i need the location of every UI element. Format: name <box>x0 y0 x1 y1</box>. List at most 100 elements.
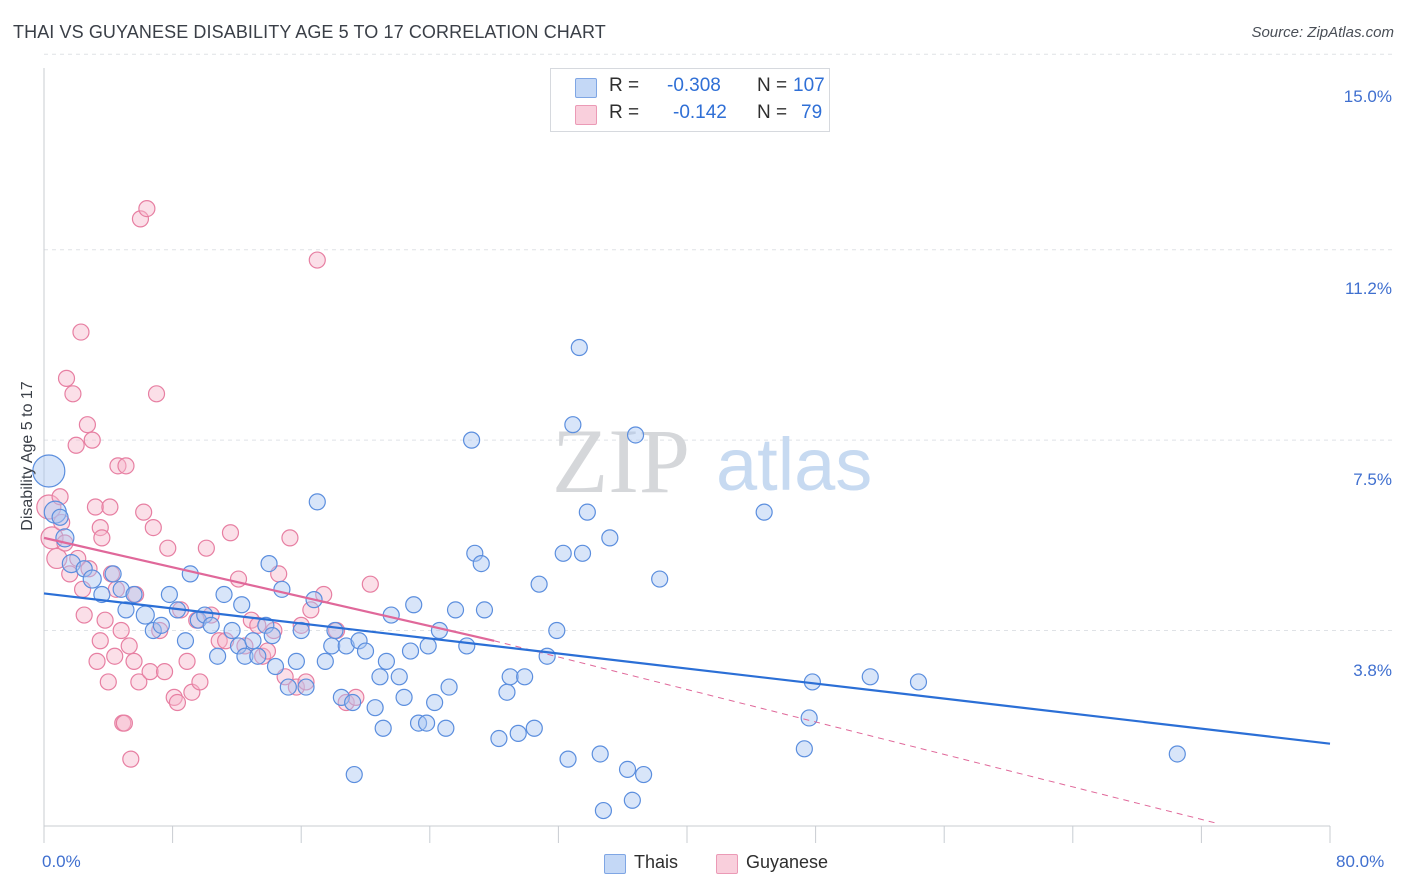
thai-point <box>337 637 355 655</box>
thai-point <box>594 801 613 820</box>
thai-point <box>371 668 389 686</box>
guyanese-point <box>67 436 85 454</box>
thai-point <box>236 647 254 665</box>
thai-point <box>112 580 130 598</box>
guyanese-point <box>106 647 124 665</box>
thai-point <box>623 791 641 809</box>
thai-point <box>279 678 297 696</box>
legend-r-value-thais: -0.308 <box>667 75 721 96</box>
thai-point <box>377 652 395 670</box>
thai-point <box>458 637 476 655</box>
thai-point <box>501 668 519 686</box>
legend-n-label: N = <box>757 102 788 123</box>
thai-point <box>326 621 344 640</box>
thai-point <box>405 596 423 614</box>
guyanese-point <box>83 431 101 449</box>
guyanese-point <box>361 575 379 593</box>
thai-point <box>260 555 278 573</box>
thai-point <box>266 657 285 676</box>
guyanese-point <box>302 601 320 619</box>
guyanese-point <box>165 688 183 706</box>
guyanese-point <box>159 539 177 557</box>
thai-point <box>591 745 609 763</box>
thai-point <box>152 616 170 634</box>
guyanese-point <box>96 611 114 629</box>
thai-point <box>490 729 508 748</box>
guyanese-point <box>75 606 93 624</box>
thai-point <box>570 338 588 357</box>
chart-title: THAI VS GUYANESE DISABILITY AGE 5 TO 17 … <box>13 22 606 42</box>
thai-point <box>323 637 341 655</box>
thai-point <box>181 565 199 583</box>
guyanese-point <box>57 369 76 387</box>
guyanese-point <box>168 693 187 712</box>
thai-point <box>209 647 227 665</box>
guyanese-point <box>101 498 119 516</box>
guyanese-point <box>64 385 82 403</box>
guyanese-point <box>131 210 150 228</box>
thai-point <box>223 621 241 640</box>
y-axis-label: Disability Age 5 to 17 <box>19 381 36 531</box>
guyanese-point <box>99 673 117 691</box>
x-tick-label-max: 80.0% <box>1336 852 1385 871</box>
guyanese-point <box>217 632 235 650</box>
guyanese-point <box>88 652 106 670</box>
thais-swatch <box>575 78 597 98</box>
thai-point <box>509 724 527 742</box>
thai-point <box>257 616 275 634</box>
thai-point <box>909 673 928 691</box>
thai-point <box>634 765 653 784</box>
x-tick-label-min: 0.0% <box>42 852 81 871</box>
thai-point <box>530 575 548 593</box>
thai-point <box>426 693 444 712</box>
legend-r-value-guyanese: -0.142 <box>673 102 727 123</box>
thai-point <box>419 637 437 655</box>
trend-lines <box>43 536 1331 824</box>
thai-point <box>233 596 251 614</box>
guyanese-point <box>308 251 326 269</box>
guyanese-point <box>130 673 148 691</box>
thai-point <box>498 683 516 701</box>
guyanese-point <box>78 416 97 434</box>
y-tick-label: 7.5% <box>1353 470 1392 489</box>
thais-legend-label: Thais <box>634 852 679 872</box>
thai-point <box>601 529 619 547</box>
thai-point <box>125 585 143 604</box>
thai-point <box>366 699 384 717</box>
guyanese-point <box>221 524 240 542</box>
guyanese-point <box>297 673 315 691</box>
thai-point <box>75 560 93 578</box>
thai-point <box>564 416 582 434</box>
thai-point <box>395 688 413 706</box>
thai-point <box>350 632 368 650</box>
thai-point <box>466 544 484 562</box>
guyanese-point <box>72 323 90 341</box>
thai-point <box>475 601 494 619</box>
guyanese-point <box>117 457 135 475</box>
thai-point <box>516 668 534 686</box>
guyanese-point <box>191 673 209 691</box>
thai-point <box>104 565 122 583</box>
thai-point <box>332 688 350 706</box>
thai-point <box>437 719 455 737</box>
guyanese-point <box>155 663 174 681</box>
guyanese-point <box>197 539 215 557</box>
guyanese-point <box>258 642 277 660</box>
legend-r-label: R = <box>609 75 640 96</box>
guyanese-legend-swatch <box>716 854 738 874</box>
thai-point <box>215 585 233 604</box>
thai-point <box>446 601 465 619</box>
thai-point <box>559 750 577 768</box>
guyanese-point <box>144 518 162 537</box>
guyanese-point <box>281 529 299 547</box>
guyanese-trend-line <box>43 536 495 642</box>
gridlines <box>44 53 1392 631</box>
thai-point <box>626 426 645 444</box>
legend-r-label: R = <box>609 102 640 123</box>
thai-point <box>573 544 592 562</box>
thai-point <box>401 642 420 660</box>
thai-point <box>308 493 326 511</box>
thai-point <box>345 765 363 784</box>
thai-point <box>651 570 669 588</box>
